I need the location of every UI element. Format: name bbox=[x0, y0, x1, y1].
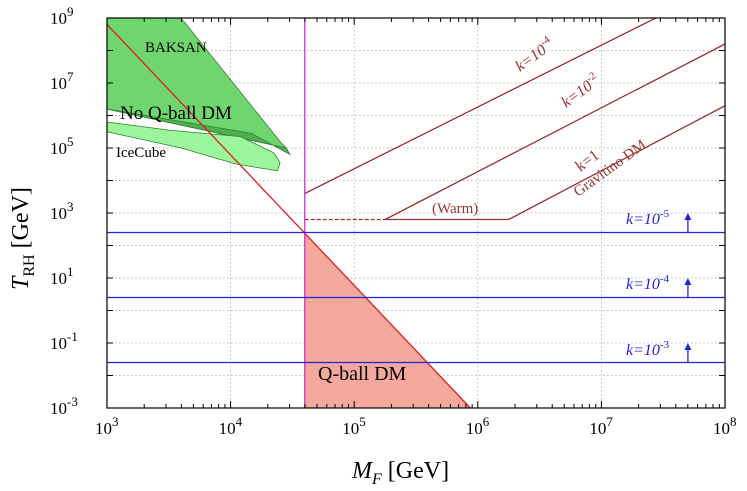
line-k-10-2-gravitino bbox=[384, 43, 726, 221]
no-qball-label: No Q-ball DM bbox=[120, 103, 232, 124]
x-tick-label: 107 bbox=[589, 414, 613, 438]
x-tick-label: 104 bbox=[219, 414, 243, 438]
x-tick-label: 106 bbox=[466, 414, 490, 438]
k-m3-blue-label: k=10-3 bbox=[626, 339, 670, 359]
y-tick-label: 10-3 bbox=[50, 394, 78, 418]
qball-dm-label: Q-ball DM bbox=[318, 363, 407, 385]
y-tick-label: 103 bbox=[50, 199, 74, 223]
arrows bbox=[684, 213, 692, 363]
y-axis-title: TRH[GeV] bbox=[8, 187, 38, 290]
arrowhead-k-10-5-arrow bbox=[684, 213, 692, 220]
y-tick-label: 101 bbox=[50, 264, 74, 288]
y-tick-label: 10-1 bbox=[50, 329, 78, 353]
k-m2-label: k=10-2 bbox=[557, 70, 604, 112]
region-icecube bbox=[106, 121, 281, 172]
line-k-10-4-gravitino bbox=[304, 17, 657, 195]
x-tick-label: 108 bbox=[713, 414, 737, 438]
x-tick-label: 105 bbox=[342, 414, 366, 438]
line-k-1-gravitino bbox=[508, 105, 726, 221]
k-m4-label: k=10-4 bbox=[511, 33, 558, 75]
arrowhead-k-10-4-arrow bbox=[684, 278, 692, 285]
x-tick-label: 103 bbox=[95, 414, 119, 438]
y-tick-label: 105 bbox=[50, 134, 74, 158]
warm-label: (Warm) bbox=[432, 201, 478, 217]
line-q-ball-boundary bbox=[106, 24, 471, 409]
y-tick-label: 109 bbox=[50, 4, 74, 28]
curves bbox=[106, 17, 726, 409]
x-axis-title: MF [GeV] bbox=[351, 458, 449, 488]
y-tick-label: 107 bbox=[50, 69, 74, 93]
icecube-label: IceCube bbox=[116, 145, 166, 161]
baksan-label: BAKSAN bbox=[145, 40, 207, 56]
k-m4-blue-label: k=10-4 bbox=[626, 273, 670, 293]
arrowhead-k-10-3-arrow bbox=[684, 343, 692, 350]
axis-ticks: 103 104 105 106 107 108 10-3 10-1 101 103 105 107 10… bbox=[50, 4, 737, 438]
k-m5-blue-label: k=10-5 bbox=[626, 208, 670, 228]
